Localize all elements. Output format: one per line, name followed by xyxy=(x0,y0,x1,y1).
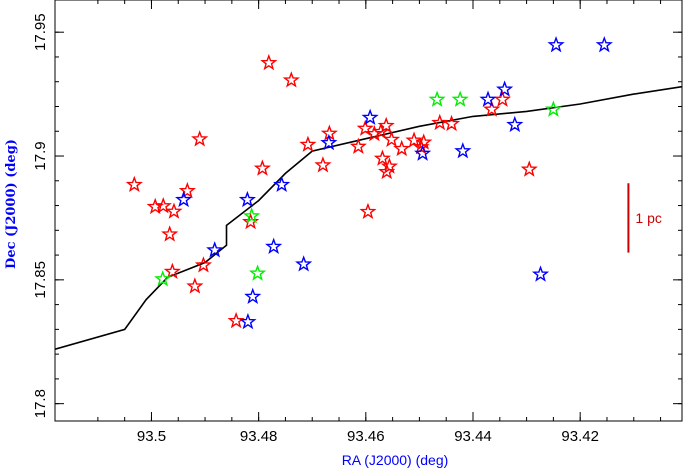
star-marker xyxy=(377,116,395,134)
x-tick-label: 93.5 xyxy=(137,428,166,445)
scale-bar: 1 pc xyxy=(627,183,662,253)
star-marker xyxy=(483,100,501,117)
star-marker xyxy=(361,108,379,125)
star-marker xyxy=(414,144,432,161)
star-marker xyxy=(282,71,300,88)
x-axis-title: RA (J2000) (deg) xyxy=(342,452,449,468)
star-marker xyxy=(154,197,172,214)
star-marker xyxy=(299,135,317,152)
y-tick-label: 17.9 xyxy=(32,141,49,170)
star-markers xyxy=(125,36,613,330)
star-marker xyxy=(544,100,562,117)
star-marker xyxy=(359,202,377,220)
star-marker xyxy=(163,262,181,279)
star-marker xyxy=(531,265,550,282)
star-marker xyxy=(186,277,204,294)
y-tick-label: 17.95 xyxy=(32,13,49,51)
star-marker xyxy=(260,53,278,71)
star-marker xyxy=(125,175,143,193)
star-marker xyxy=(479,90,497,107)
star-marker xyxy=(428,90,446,107)
y-tick-label: 17.8 xyxy=(32,389,49,418)
axis-ticks xyxy=(55,0,682,421)
star-marker xyxy=(547,36,565,53)
star-marker xyxy=(244,287,262,304)
star-marker xyxy=(382,130,401,147)
y-axis-title: Dec (J2000) (deg) xyxy=(4,139,19,269)
star-marker xyxy=(238,190,256,208)
star-marker xyxy=(178,181,196,199)
scale-bar-label: 1 pc xyxy=(635,210,661,226)
x-tick-label: 93.42 xyxy=(561,428,599,445)
star-marker xyxy=(206,241,224,258)
star-marker xyxy=(295,255,313,272)
x-tick-label: 93.48 xyxy=(240,428,278,445)
star-marker xyxy=(405,131,423,148)
star-marker xyxy=(451,90,469,107)
star-marker xyxy=(393,139,411,157)
axis-tick-labels: 93.5 93.48 93.46 93.44 93.42 17.8 17.85 17.9 17.… xyxy=(32,13,599,445)
star-marker xyxy=(191,130,209,147)
x-tick-label: 93.46 xyxy=(347,428,385,445)
star-marker xyxy=(442,114,461,132)
star-marker xyxy=(356,119,374,136)
star-marker xyxy=(175,190,193,208)
star-marker xyxy=(239,312,257,330)
star-marker xyxy=(194,256,213,273)
star-marker xyxy=(506,115,524,133)
star-marker xyxy=(349,137,367,154)
star-marker xyxy=(378,162,396,180)
y-tick-label: 17.85 xyxy=(32,261,49,299)
star-marker xyxy=(454,142,472,159)
star-marker xyxy=(365,124,383,142)
star-marker xyxy=(431,113,449,131)
star-marker xyxy=(165,202,183,219)
star-marker xyxy=(496,80,514,97)
x-tick-label: 93.44 xyxy=(454,428,492,445)
star-marker xyxy=(253,159,271,176)
star-marker xyxy=(493,90,512,107)
star-marker xyxy=(595,36,613,53)
star-marker xyxy=(273,175,291,193)
star-marker xyxy=(265,237,283,254)
star-marker xyxy=(227,311,245,329)
star-marker xyxy=(380,157,398,174)
star-marker xyxy=(320,133,338,151)
plot-frame xyxy=(54,0,683,422)
star-marker xyxy=(161,225,179,242)
star-marker xyxy=(248,264,267,281)
star-marker xyxy=(146,197,164,215)
star-marker xyxy=(243,207,261,224)
star-marker xyxy=(154,270,172,287)
star-marker xyxy=(415,133,433,150)
star-marker xyxy=(520,160,538,177)
star-marker xyxy=(373,149,392,166)
boundary-curve xyxy=(55,85,682,350)
star-marker xyxy=(314,156,332,173)
